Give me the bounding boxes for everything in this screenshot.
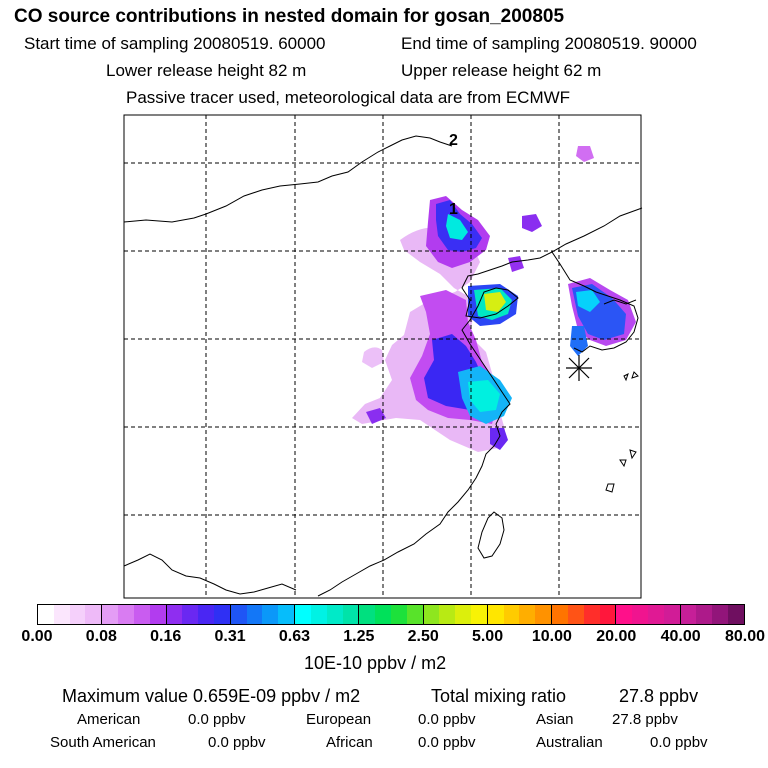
plume-shandong-yellow bbox=[484, 292, 506, 312]
colorbar-tick-label: 40.00 bbox=[660, 628, 701, 645]
coastlines bbox=[123, 135, 643, 597]
source-european-value: 0.0 ppbv bbox=[418, 711, 476, 728]
total-mixing-ratio-value: 27.8 ppbv bbox=[619, 686, 699, 706]
source-australian-value: 0.0 ppbv bbox=[650, 734, 708, 751]
map-label-1: 1 bbox=[449, 201, 458, 218]
plume-west-spot bbox=[366, 408, 386, 424]
colorbar-unit: 10E-10 ppbv / m2 bbox=[304, 653, 447, 673]
colorbar-tick-label: 2.50 bbox=[407, 628, 439, 645]
plume-north-south-spot bbox=[508, 256, 524, 272]
coastline-japan-south bbox=[605, 371, 639, 493]
colorbar-segment bbox=[102, 605, 167, 624]
colorbar-segment bbox=[616, 605, 681, 624]
coastline-east bbox=[603, 299, 637, 305]
coastline-china bbox=[317, 207, 643, 597]
source-australian-label: Australian bbox=[536, 734, 603, 751]
coastline-taiwan bbox=[477, 511, 505, 559]
maximum-value: Maximum value 0.659E-09 ppbv / m2 bbox=[62, 686, 361, 706]
colorbar-segment bbox=[552, 605, 617, 624]
source-african-label: African bbox=[326, 734, 373, 751]
map-label-2: 2 bbox=[449, 132, 458, 149]
source-south-american-value: 0.0 ppbv bbox=[208, 734, 266, 751]
colorbar-segment bbox=[359, 605, 424, 624]
end-time: End time of sampling 20080519. 90000 bbox=[401, 34, 697, 53]
source-american-value: 0.0 ppbv bbox=[188, 711, 246, 728]
colorbar-tick-label: 20.00 bbox=[596, 628, 637, 645]
colorbar-tick-label: 10.00 bbox=[531, 628, 572, 645]
colorbar-segment bbox=[423, 605, 488, 624]
colorbar-tick-label: 0.16 bbox=[150, 628, 182, 645]
colorbar-segment bbox=[166, 605, 231, 624]
colorbar-tick-label: 0.63 bbox=[278, 628, 311, 645]
source-african-value: 0.0 ppbv bbox=[418, 734, 476, 751]
plot-title: CO source contributions in nested domain… bbox=[14, 6, 565, 27]
start-time: Start time of sampling 20080519. 60000 bbox=[24, 34, 326, 53]
tracer-note: Passive tracer used, meteorological data… bbox=[126, 88, 571, 107]
plume-cyan-core bbox=[468, 380, 500, 412]
source-american-label: American bbox=[77, 711, 141, 728]
colorbar-segment bbox=[230, 605, 296, 624]
colorbar-tick-label: 0.00 bbox=[21, 628, 53, 645]
plume-north-cyan bbox=[446, 214, 468, 240]
border-north bbox=[123, 135, 453, 223]
upper-release-height: Upper release height 62 m bbox=[401, 61, 602, 80]
colorbar-tick-label: 5.00 bbox=[471, 628, 504, 645]
source-asian-label: Asian bbox=[536, 711, 574, 728]
colorbar-tick-label: 0.08 bbox=[85, 628, 117, 645]
colorbar-segment bbox=[38, 605, 103, 624]
colorbar-segment bbox=[680, 605, 744, 624]
border-korea bbox=[551, 251, 639, 353]
colorbar-tick-label: 80.00 bbox=[724, 628, 766, 645]
colorbar-segment bbox=[487, 605, 553, 624]
map-grid bbox=[124, 115, 641, 598]
map-frame bbox=[123, 114, 642, 599]
colorbar bbox=[37, 604, 745, 625]
colorbar-tick-label: 1.25 bbox=[343, 628, 375, 645]
total-mixing-ratio-label: Total mixing ratio bbox=[431, 686, 567, 706]
colorbar-segment bbox=[295, 605, 360, 624]
plume-korea-north-spot bbox=[576, 146, 594, 162]
concentration-field bbox=[352, 146, 636, 452]
source-south-american-label: South American bbox=[50, 734, 156, 751]
lower-release-height: Lower release height 82 m bbox=[106, 61, 307, 80]
border-southwest bbox=[123, 553, 297, 595]
colorbar-tick-label: 0.31 bbox=[214, 628, 246, 645]
plume-cluster-west bbox=[362, 347, 384, 368]
source-asian-value: 27.8 ppbv bbox=[612, 711, 678, 728]
source-european-label: European bbox=[306, 711, 372, 728]
receptor-star-icon bbox=[566, 355, 592, 381]
plume-north-east-spot bbox=[522, 214, 542, 232]
plume-korea-cyan bbox=[576, 290, 600, 312]
